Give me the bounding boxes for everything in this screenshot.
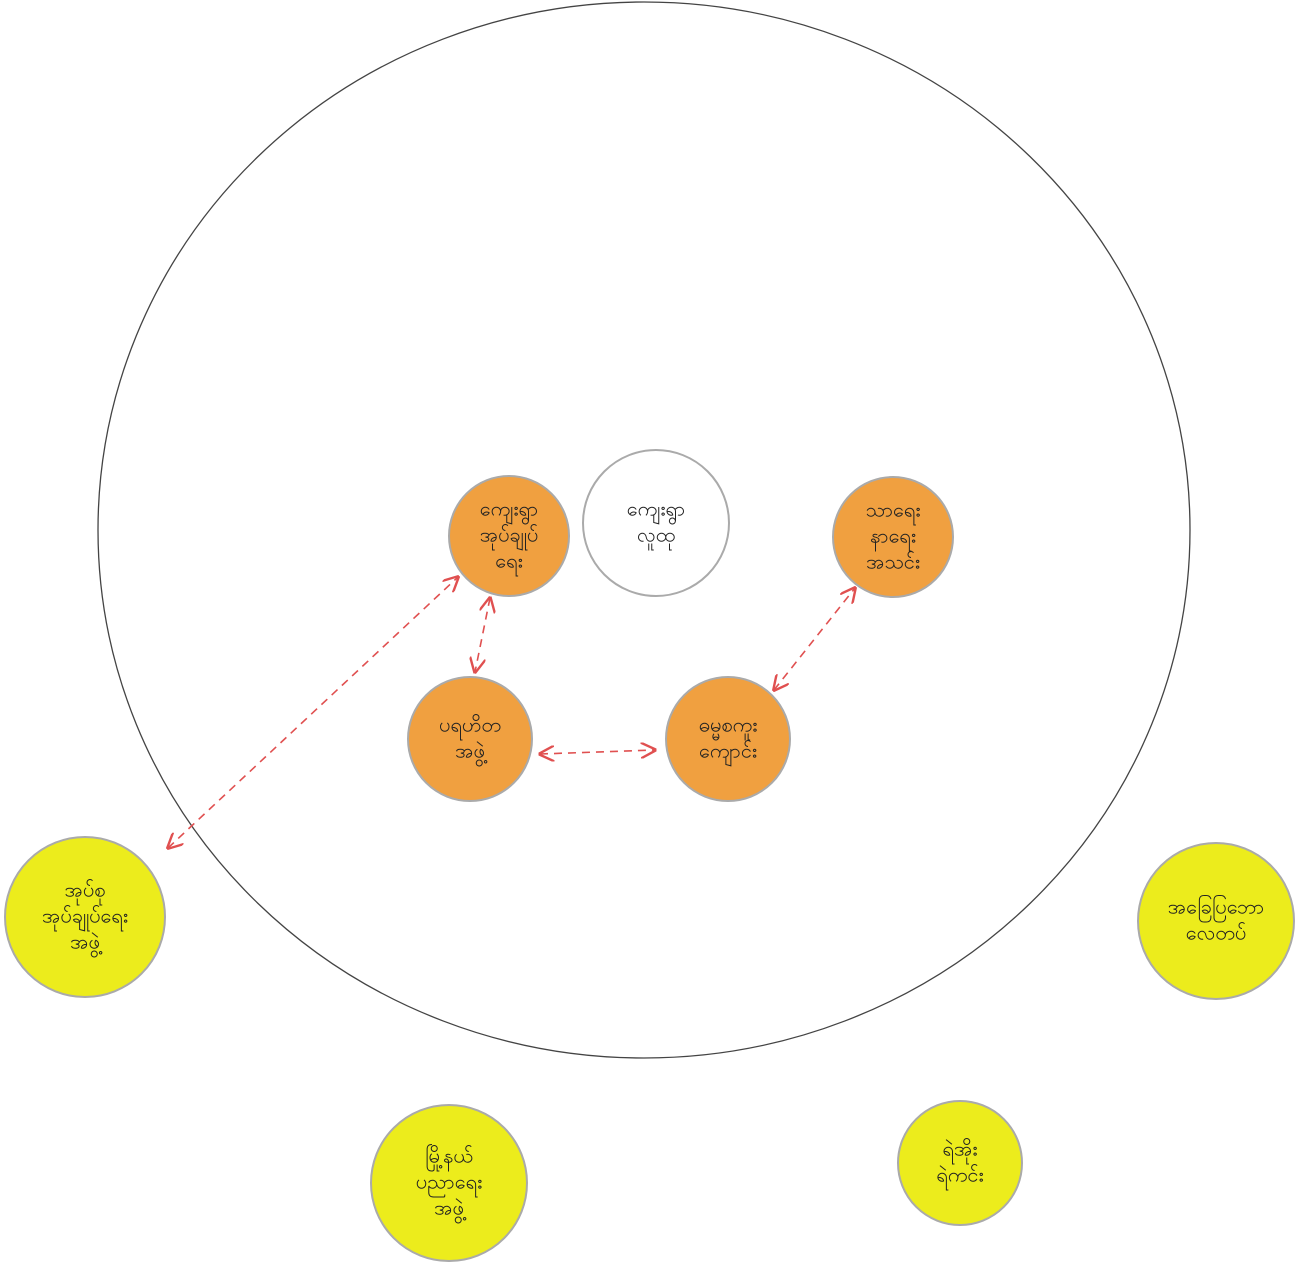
node-label: လေတပ် <box>1186 921 1247 945</box>
node: မြို့နယ်ပညာရေးအဖွဲ့ <box>371 1105 527 1261</box>
node: ပရဟိတအဖွဲ့ <box>408 677 532 801</box>
node-label: အဖွဲ့ <box>455 739 487 767</box>
node-label: သာရေး <box>866 498 921 526</box>
node-label: နာရေး <box>870 524 916 552</box>
node-label: အုပ်ချုပ်ရေး <box>42 904 128 932</box>
node-label: ကျောင်း <box>699 739 757 767</box>
node-label: အခြေပြဘော <box>1168 895 1265 923</box>
nodes: ကျေးရွာလူထုကျေးရွာအုပ်ချုပ်ရေးသာရေးနာရေး… <box>5 450 1294 1261</box>
node-label: ကျေးရွာ <box>480 497 538 525</box>
node-label: အဖွဲ့ <box>434 1196 466 1224</box>
node-label: ဓမ္မစကူး <box>699 713 758 741</box>
link-arrow <box>774 588 855 690</box>
node: အုပ်စုအုပ်ချုပ်ရေးအဖွဲ့ <box>5 837 165 997</box>
node-label: အုပ်စု <box>64 878 105 906</box>
link-arrow <box>540 750 655 754</box>
node-label: မြို့နယ် <box>425 1144 473 1172</box>
node-label: ရဲအိုး <box>943 1137 978 1165</box>
node: ကျေးရွာလူထု <box>583 450 729 596</box>
node-label: ပညာရေး <box>416 1170 482 1198</box>
node: ရဲအိုးရဲကင်း <box>898 1101 1022 1225</box>
node: ကျေးရွာအုပ်ချုပ်ရေး <box>449 476 569 596</box>
node-label: ကျေးရွာ <box>627 497 685 525</box>
node-label: အုပ်ချုပ် <box>480 523 538 551</box>
node: သာရေးနာရေးအသင်း <box>833 477 953 597</box>
node-label: ရေး <box>495 549 522 577</box>
node-label: ပရဟိတ <box>439 713 501 741</box>
node-label: လူထု <box>637 523 675 551</box>
diagram: ကျေးရွာလူထုကျေးရွာအုပ်ချုပ်ရေးသာရေးနာရေး… <box>0 0 1304 1264</box>
node: အခြေပြဘောလေတပ် <box>1138 843 1294 999</box>
node: ဓမ္မစကူးကျောင်း <box>666 677 790 801</box>
node-label: ရဲကင်း <box>936 1163 983 1191</box>
node-label: အဖွဲ့ <box>70 930 102 958</box>
link-arrow <box>475 598 490 672</box>
node-label: အသင်း <box>866 550 920 574</box>
